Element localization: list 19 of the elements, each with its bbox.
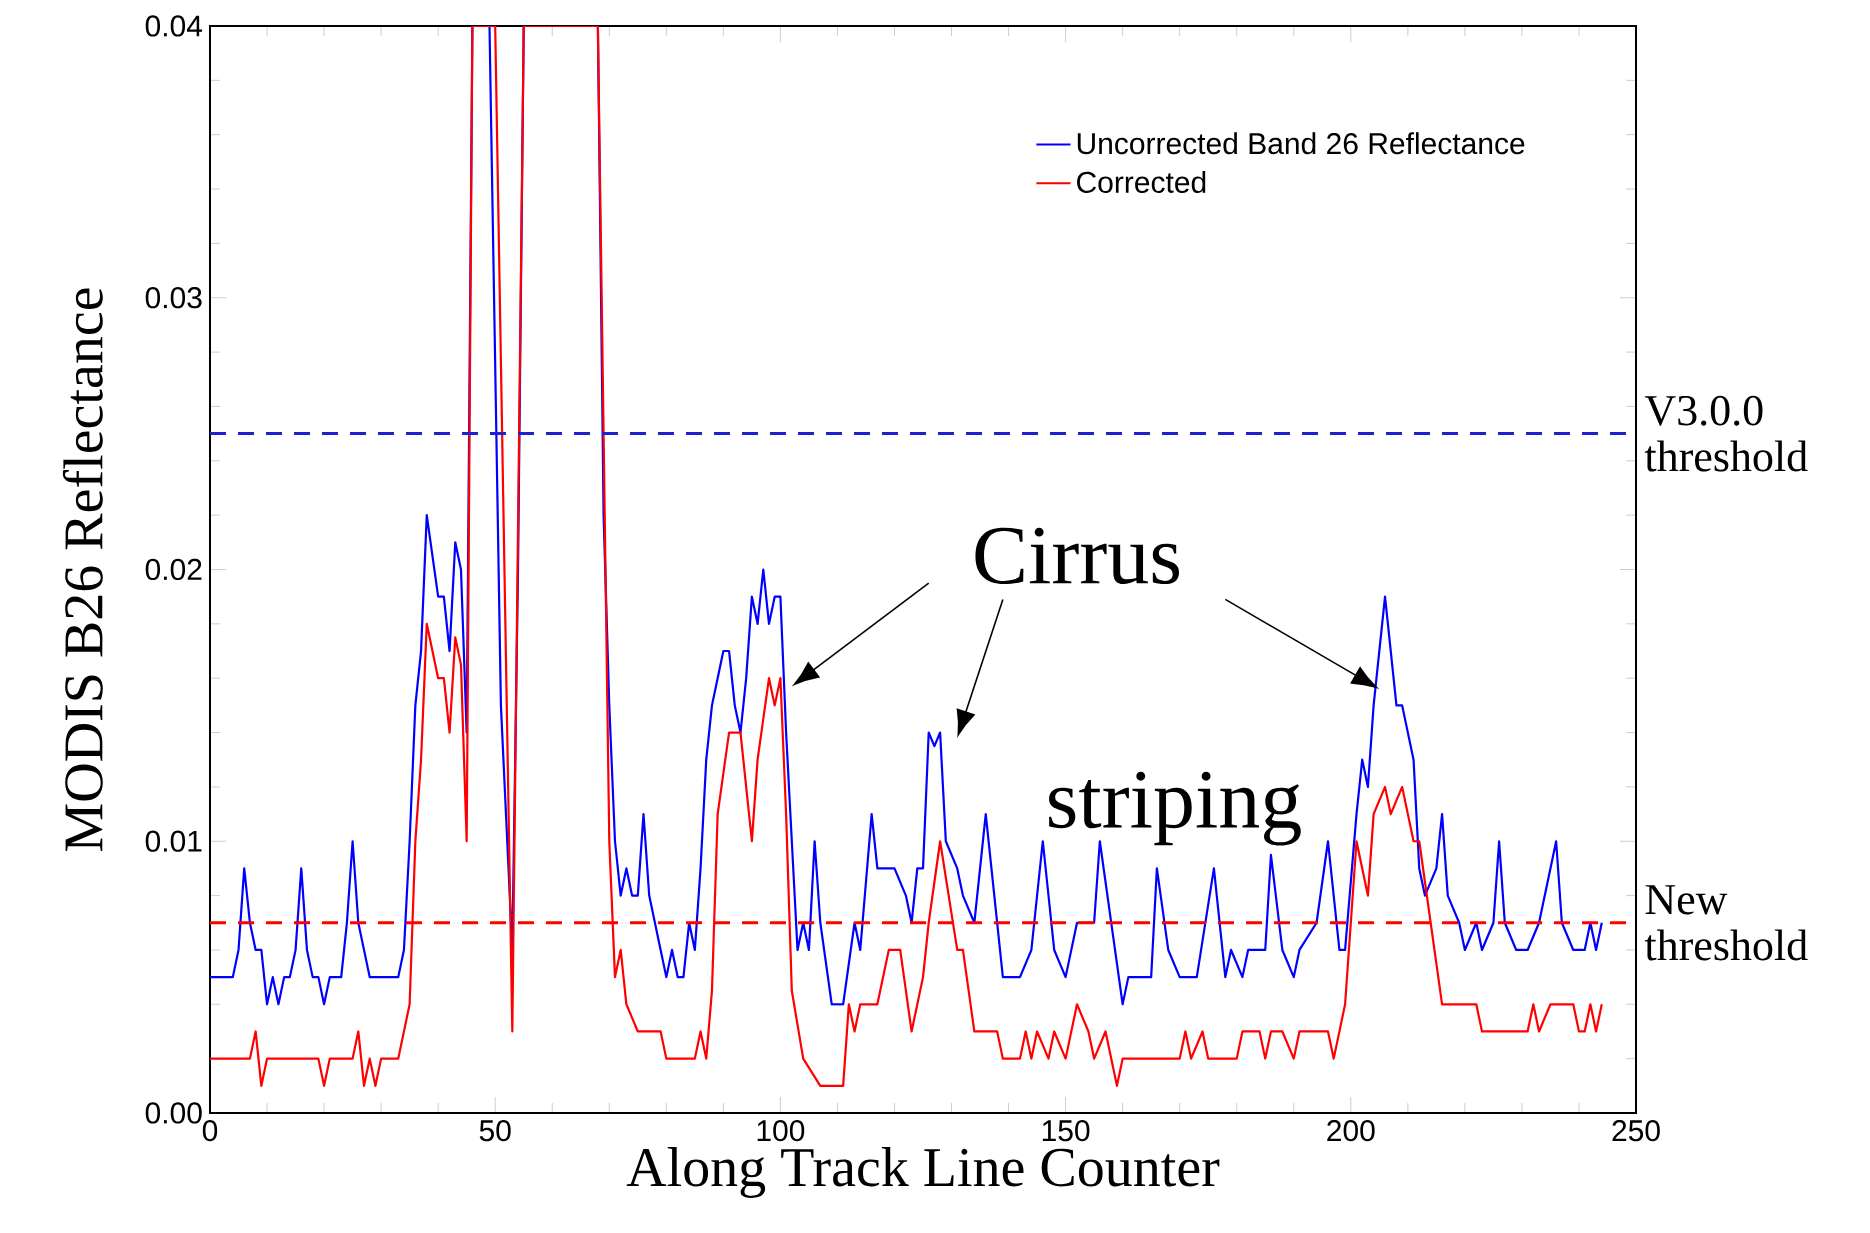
x-tick-label: 50 bbox=[479, 1120, 511, 1142]
x-tick-label: 100 bbox=[757, 1120, 805, 1142]
legend-label: Corrected bbox=[1077, 170, 1206, 193]
y-tick-label: 0.02 bbox=[145, 558, 202, 581]
x-tick-label: 250 bbox=[1612, 1120, 1660, 1142]
x-tick-label: 150 bbox=[1042, 1120, 1090, 1142]
x-tick-label: 0 bbox=[202, 1120, 218, 1142]
y-axis-title: MODIS B26 Reflectance bbox=[62, 288, 103, 851]
x-axis-title: Along Track Line Counter bbox=[626, 1147, 1220, 1198]
ref-line-label: V3.0.0 threshold bbox=[1644, 395, 1808, 472]
annotation: Cirrus bbox=[975, 527, 1179, 585]
y-tick-label: 0.04 bbox=[145, 15, 203, 37]
annotation: striping bbox=[1049, 771, 1301, 846]
y-tick-label: 0.03 bbox=[145, 287, 202, 309]
x-tick-label: 200 bbox=[1327, 1120, 1375, 1142]
y-tick-label: 0.00 bbox=[145, 1102, 202, 1124]
y-tick-label: 0.01 bbox=[145, 830, 202, 852]
ref-line-label: New threshold bbox=[1644, 885, 1808, 961]
legend-label: Uncorrected Band 26 Reflectance bbox=[1077, 132, 1525, 155]
